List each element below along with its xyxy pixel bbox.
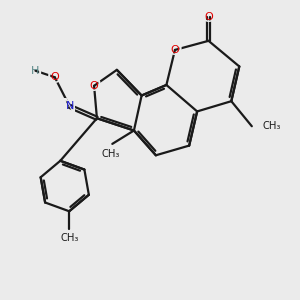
Text: CH₃: CH₃: [102, 149, 120, 159]
Text: O: O: [86, 76, 102, 95]
Text: O: O: [90, 81, 98, 91]
Text: CH₃: CH₃: [60, 233, 78, 243]
Text: CH₃: CH₃: [262, 117, 296, 135]
Text: O: O: [201, 7, 216, 26]
Text: N: N: [65, 101, 74, 111]
Text: O: O: [50, 72, 59, 82]
Text: CH₃: CH₃: [94, 149, 128, 167]
Text: O: O: [204, 12, 213, 22]
Text: H: H: [28, 61, 43, 80]
Text: O: O: [47, 68, 63, 87]
Text: CH₃: CH₃: [52, 233, 86, 251]
Text: O: O: [171, 45, 179, 55]
Text: N: N: [62, 97, 77, 116]
Text: CH₃: CH₃: [262, 121, 281, 131]
Text: O: O: [167, 40, 183, 59]
Text: H: H: [31, 66, 40, 76]
